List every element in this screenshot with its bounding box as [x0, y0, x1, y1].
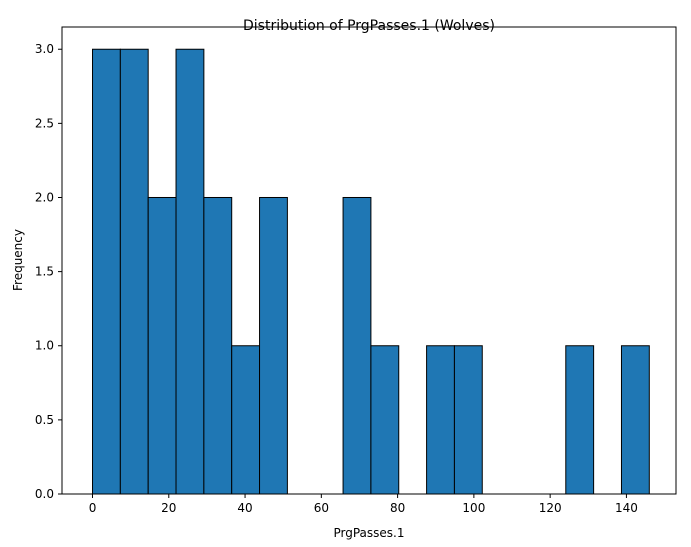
histogram-bar — [119, 48, 149, 495]
x-tick-label: 120 — [539, 501, 562, 515]
y-tick-label: 1.0 — [35, 339, 54, 353]
plot-frame — [61, 26, 677, 495]
histogram-bar — [231, 345, 261, 495]
y-tick-label: 3.0 — [35, 42, 54, 56]
x-tick-label: 100 — [462, 501, 485, 515]
x-axis-label: PrgPasses.1 — [333, 526, 404, 540]
y-axis: 0.0 0.5 1.0 1.5 2.0 2.5 3.0 — [35, 42, 62, 501]
histogram-bar — [453, 345, 483, 495]
histogram-bar — [92, 48, 121, 495]
y-tick-label: 0.5 — [35, 413, 54, 427]
histogram-bar — [259, 196, 288, 495]
bars-group — [92, 48, 650, 495]
histogram-bar — [203, 196, 233, 495]
x-axis: 0 20 40 60 80 100 120 140 — [89, 494, 638, 515]
histogram-bar — [565, 345, 595, 495]
x-tick-label: 20 — [161, 501, 176, 515]
x-tick-label: 0 — [89, 501, 97, 515]
histogram-bar — [426, 345, 455, 495]
histogram-bar — [175, 48, 205, 495]
x-tick-label: 140 — [615, 501, 638, 515]
histogram-bar — [147, 196, 177, 495]
chart-title: Distribution of PrgPasses.1 (Wolves) — [243, 18, 495, 34]
x-tick-label: 40 — [237, 501, 252, 515]
histogram-bar — [620, 345, 650, 495]
y-tick-label: 1.5 — [35, 265, 54, 279]
y-tick-label: 0.0 — [35, 487, 54, 501]
histogram-bar — [342, 196, 372, 495]
y-tick-label: 2.0 — [35, 190, 54, 204]
x-tick-label: 60 — [314, 501, 329, 515]
y-axis-label: Frequency — [11, 229, 25, 291]
y-tick-label: 2.5 — [35, 116, 54, 130]
x-tick-label: 80 — [390, 501, 405, 515]
histogram-bar — [370, 345, 400, 495]
